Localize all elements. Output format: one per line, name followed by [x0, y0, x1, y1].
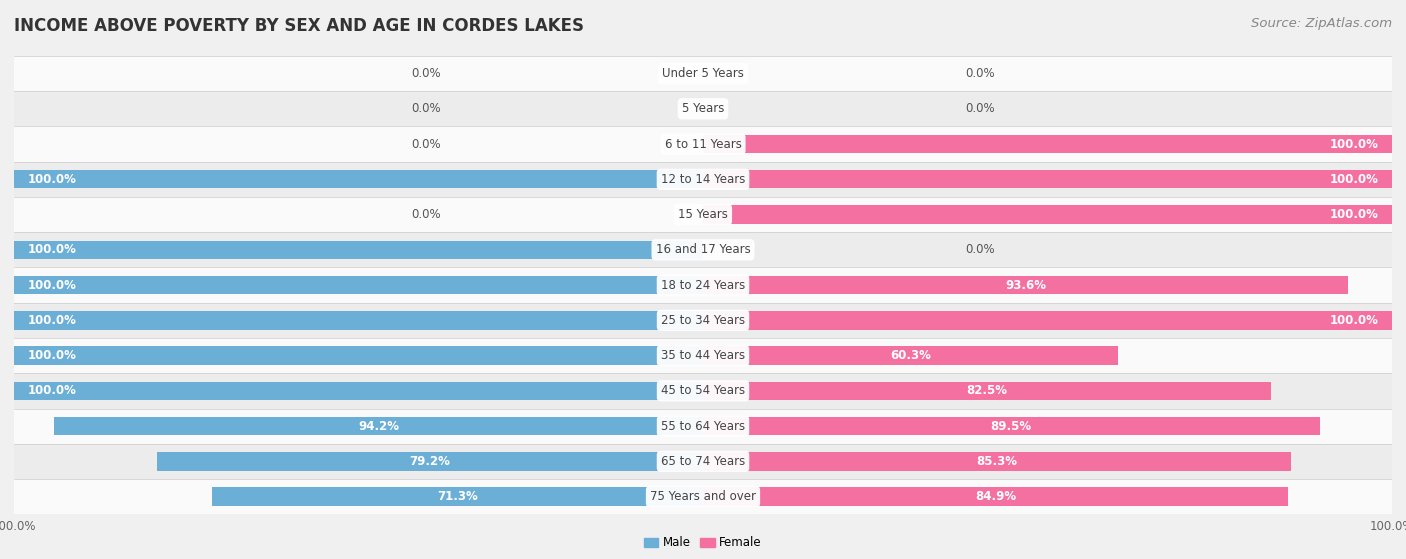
Text: 100.0%: 100.0%: [1329, 314, 1378, 327]
Text: 100.0%: 100.0%: [28, 385, 77, 397]
Text: 60.3%: 60.3%: [890, 349, 931, 362]
Bar: [14, 347, 703, 365]
Bar: [14, 382, 703, 400]
Text: 85.3%: 85.3%: [976, 455, 1018, 468]
Text: 25 to 34 Years: 25 to 34 Years: [661, 314, 745, 327]
Text: 89.5%: 89.5%: [991, 420, 1032, 433]
Text: 35 to 44 Years: 35 to 44 Years: [661, 349, 745, 362]
Text: 18 to 24 Years: 18 to 24 Years: [661, 278, 745, 292]
Text: 82.5%: 82.5%: [967, 385, 1008, 397]
Text: Under 5 Years: Under 5 Years: [662, 67, 744, 80]
Text: 5 Years: 5 Years: [682, 102, 724, 115]
Bar: [14, 444, 1392, 479]
Text: 45 to 54 Years: 45 to 54 Years: [661, 385, 745, 397]
Text: 100.0%: 100.0%: [28, 349, 77, 362]
Bar: [212, 487, 703, 506]
Text: 0.0%: 0.0%: [965, 243, 994, 257]
Bar: [14, 232, 1392, 267]
Text: 6 to 11 Years: 6 to 11 Years: [665, 138, 741, 150]
Bar: [14, 162, 1392, 197]
Text: 55 to 64 Years: 55 to 64 Years: [661, 420, 745, 433]
Text: 0.0%: 0.0%: [412, 67, 441, 80]
Text: 79.2%: 79.2%: [409, 455, 450, 468]
Bar: [14, 126, 1392, 162]
Bar: [703, 170, 1392, 188]
Text: Source: ZipAtlas.com: Source: ZipAtlas.com: [1251, 17, 1392, 30]
Bar: [703, 347, 1118, 365]
Bar: [14, 170, 703, 188]
Bar: [703, 382, 1271, 400]
Text: 0.0%: 0.0%: [412, 102, 441, 115]
Text: 94.2%: 94.2%: [359, 420, 399, 433]
Text: 0.0%: 0.0%: [412, 138, 441, 150]
Text: 100.0%: 100.0%: [1329, 138, 1378, 150]
Legend: Male, Female: Male, Female: [640, 532, 766, 554]
Text: 100.0%: 100.0%: [28, 173, 77, 186]
Bar: [14, 338, 1392, 373]
Text: 0.0%: 0.0%: [965, 102, 994, 115]
Bar: [703, 205, 1392, 224]
Bar: [703, 487, 1288, 506]
Text: 0.0%: 0.0%: [412, 208, 441, 221]
Bar: [14, 56, 1392, 91]
Text: 0.0%: 0.0%: [965, 67, 994, 80]
Bar: [14, 373, 1392, 409]
Text: 75 Years and over: 75 Years and over: [650, 490, 756, 503]
Bar: [703, 276, 1348, 294]
Bar: [703, 135, 1392, 153]
Bar: [703, 417, 1320, 435]
Bar: [14, 303, 1392, 338]
Text: 71.3%: 71.3%: [437, 490, 478, 503]
Bar: [14, 241, 703, 259]
Text: 100.0%: 100.0%: [1329, 173, 1378, 186]
Text: 84.9%: 84.9%: [974, 490, 1017, 503]
Text: 100.0%: 100.0%: [28, 278, 77, 292]
Bar: [14, 409, 1392, 444]
Bar: [14, 197, 1392, 232]
Text: 100.0%: 100.0%: [28, 314, 77, 327]
Text: 100.0%: 100.0%: [28, 243, 77, 257]
Text: 15 Years: 15 Years: [678, 208, 728, 221]
Bar: [14, 267, 1392, 303]
Bar: [703, 311, 1392, 329]
Text: 65 to 74 Years: 65 to 74 Years: [661, 455, 745, 468]
Text: INCOME ABOVE POVERTY BY SEX AND AGE IN CORDES LAKES: INCOME ABOVE POVERTY BY SEX AND AGE IN C…: [14, 17, 583, 35]
Text: 100.0%: 100.0%: [1329, 208, 1378, 221]
Text: 93.6%: 93.6%: [1005, 278, 1046, 292]
Text: 16 and 17 Years: 16 and 17 Years: [655, 243, 751, 257]
Bar: [53, 417, 703, 435]
Bar: [14, 479, 1392, 514]
Text: 12 to 14 Years: 12 to 14 Years: [661, 173, 745, 186]
Bar: [157, 452, 703, 471]
Bar: [14, 91, 1392, 126]
Bar: [14, 276, 703, 294]
Bar: [14, 311, 703, 329]
Bar: [703, 452, 1291, 471]
